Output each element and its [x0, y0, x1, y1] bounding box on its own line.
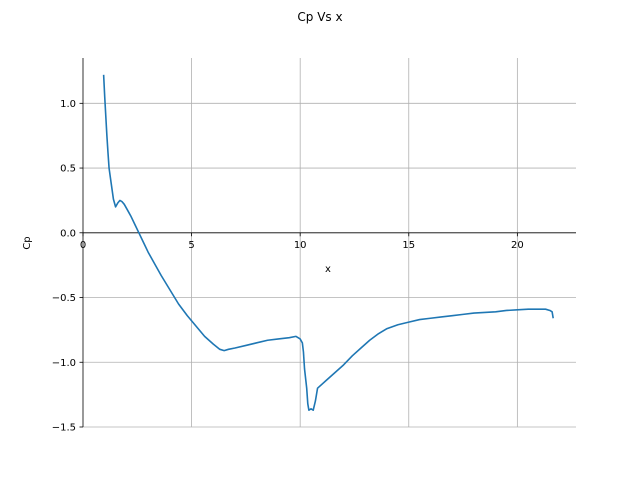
cp-series-line — [102, 74, 554, 411]
chart-title: Cp Vs x — [297, 10, 342, 24]
y-axis-label: Cp — [22, 236, 33, 249]
grid-lines — [83, 58, 576, 428]
y-tick-label: 0.0 — [60, 228, 76, 239]
axes-spines — [82, 58, 576, 427]
y-tick-label: −1.5 — [52, 423, 76, 434]
x-tick-label: 10 — [294, 240, 307, 251]
x-axis-label: x — [325, 264, 331, 275]
y-tick-label: 0.5 — [60, 164, 76, 175]
y-tick-label: −0.5 — [52, 293, 76, 304]
x-tick-label: 0 — [80, 240, 86, 251]
series-layer — [102, 74, 554, 411]
x-tick-label: 20 — [511, 240, 524, 251]
y-tick-label: −1.0 — [52, 358, 76, 369]
y-tick-label: 1.0 — [60, 99, 76, 110]
x-tick-label: 15 — [402, 240, 415, 251]
axis-ticks: 0 5 10 15 20 −1.5 −1.0 −0.5 0.0 0.5 1.0 — [52, 99, 524, 434]
x-tick-label: 5 — [188, 240, 194, 251]
